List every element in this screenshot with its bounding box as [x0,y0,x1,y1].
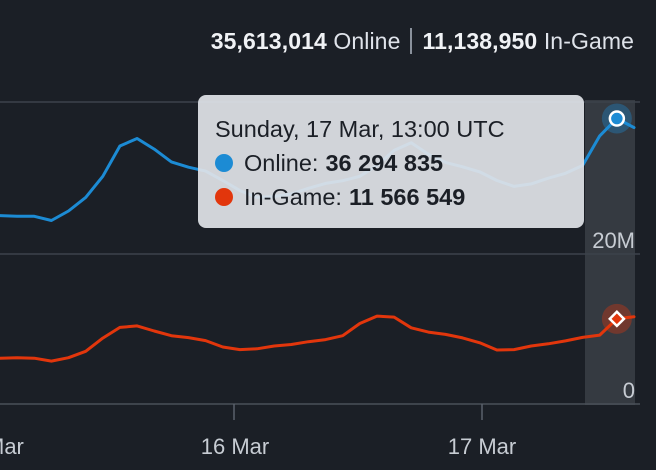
online-count: 35,613,014 [210,28,327,54]
ingame-count: 11,138,950 [422,28,538,54]
tooltip-ingame-value: 11 566 549 [348,184,466,210]
x-tick-label-16-mar: 16 Mar [201,434,269,459]
y-tick-label-0: 0 [623,378,635,403]
tooltip-online-value: 36 294 835 [325,150,444,176]
tooltip-online-row: Online: 36 294 835 [215,146,568,180]
tooltip-online-label: Online: [244,150,319,176]
summary-divider [410,28,413,54]
online-label: Online [333,28,401,54]
ingame-hover-marker [608,310,626,328]
x-tick-label-17-mar: 17 Mar [448,434,516,459]
tooltip-ingame-row: In-Game: 11 566 549 [215,180,568,214]
tooltip-ingame-label: In-Game: [244,184,342,210]
ingame-label: In-Game [543,28,634,54]
ingame-series-line [0,314,636,363]
online-legend-dot [215,154,233,172]
hover-highlight-band [585,100,635,405]
online-hover-marker [608,110,626,127]
y-tick-label-20m: 20M [592,228,635,253]
chart-tooltip: Sunday, 17 Mar, 13:00 UTC Online: 36 294… [198,95,584,228]
player-summary: 35,613,014 Online 11,138,950 In-Game [211,28,634,55]
ingame-legend-dot [215,188,233,206]
x-tick-label-mar: Mar [0,434,24,459]
tooltip-title: Sunday, 17 Mar, 13:00 UTC [215,116,505,142]
